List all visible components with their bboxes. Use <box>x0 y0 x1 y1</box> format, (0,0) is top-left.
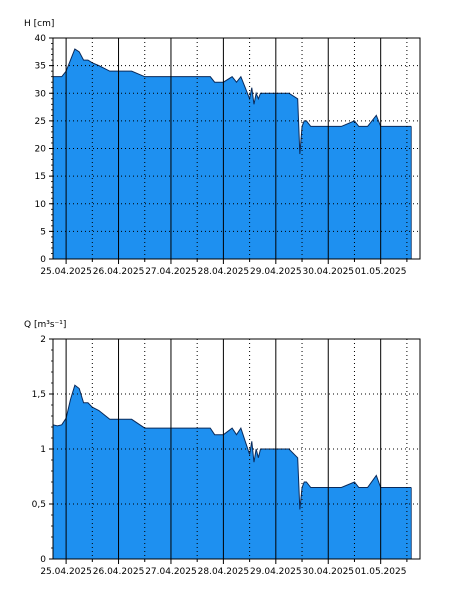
chart-1: 0 5 10 15 20 25 30 35 40 25.04.2025 26.04.2025 27.0… <box>24 19 421 277</box>
y-tick-label: 0,5 <box>32 500 46 510</box>
plot-frame <box>52 338 421 560</box>
y-tick-label: 25 <box>35 117 46 127</box>
y-tick-label: 0 <box>40 555 46 565</box>
y-tick-label: 15 <box>35 172 46 182</box>
y-tick-label: 20 <box>35 145 47 155</box>
x-tick-label: 01.05.2025 <box>355 567 407 577</box>
y-tick-label: 0 <box>40 255 46 265</box>
y-tick-label: 30 <box>35 89 47 99</box>
y-tick-label: 1 <box>40 445 46 455</box>
plot-frame <box>52 37 421 260</box>
area-fill <box>53 385 412 559</box>
x-tick-label: 27.04.2025 <box>145 567 197 577</box>
y-axis-label: Q [m³s⁻¹] <box>24 320 66 330</box>
x-tick-label: 30.04.2025 <box>302 567 354 577</box>
x-tick-label: 25.04.2025 <box>40 267 92 277</box>
area-fill <box>53 49 412 259</box>
x-tick-label: 01.05.2025 <box>355 267 407 277</box>
y-tick-label: 40 <box>35 34 47 44</box>
x-tick-label: 26.04.2025 <box>93 267 145 277</box>
x-tick-label: 29.04.2025 <box>250 267 302 277</box>
series-line <box>52 384 412 510</box>
x-tick-label: 30.04.2025 <box>302 267 354 277</box>
y-tick-label: 2 <box>40 335 46 345</box>
x-tick-label: 25.04.2025 <box>40 567 92 577</box>
x-tick-label: 28.04.2025 <box>198 267 250 277</box>
y-tick-label: 10 <box>35 200 47 210</box>
x-tick-label: 28.04.2025 <box>198 567 250 577</box>
x-tick-label: 29.04.2025 <box>250 567 302 577</box>
series-line <box>53 48 412 155</box>
y-tick-label: 1,5 <box>32 390 46 400</box>
y-tick-label: 5 <box>40 227 46 237</box>
x-tick-label: 26.04.2025 <box>93 567 145 577</box>
x-tick-label: 27.04.2025 <box>145 267 197 277</box>
y-tick-label: 35 <box>35 62 46 72</box>
y-axis-label: H [cm] <box>24 19 54 29</box>
